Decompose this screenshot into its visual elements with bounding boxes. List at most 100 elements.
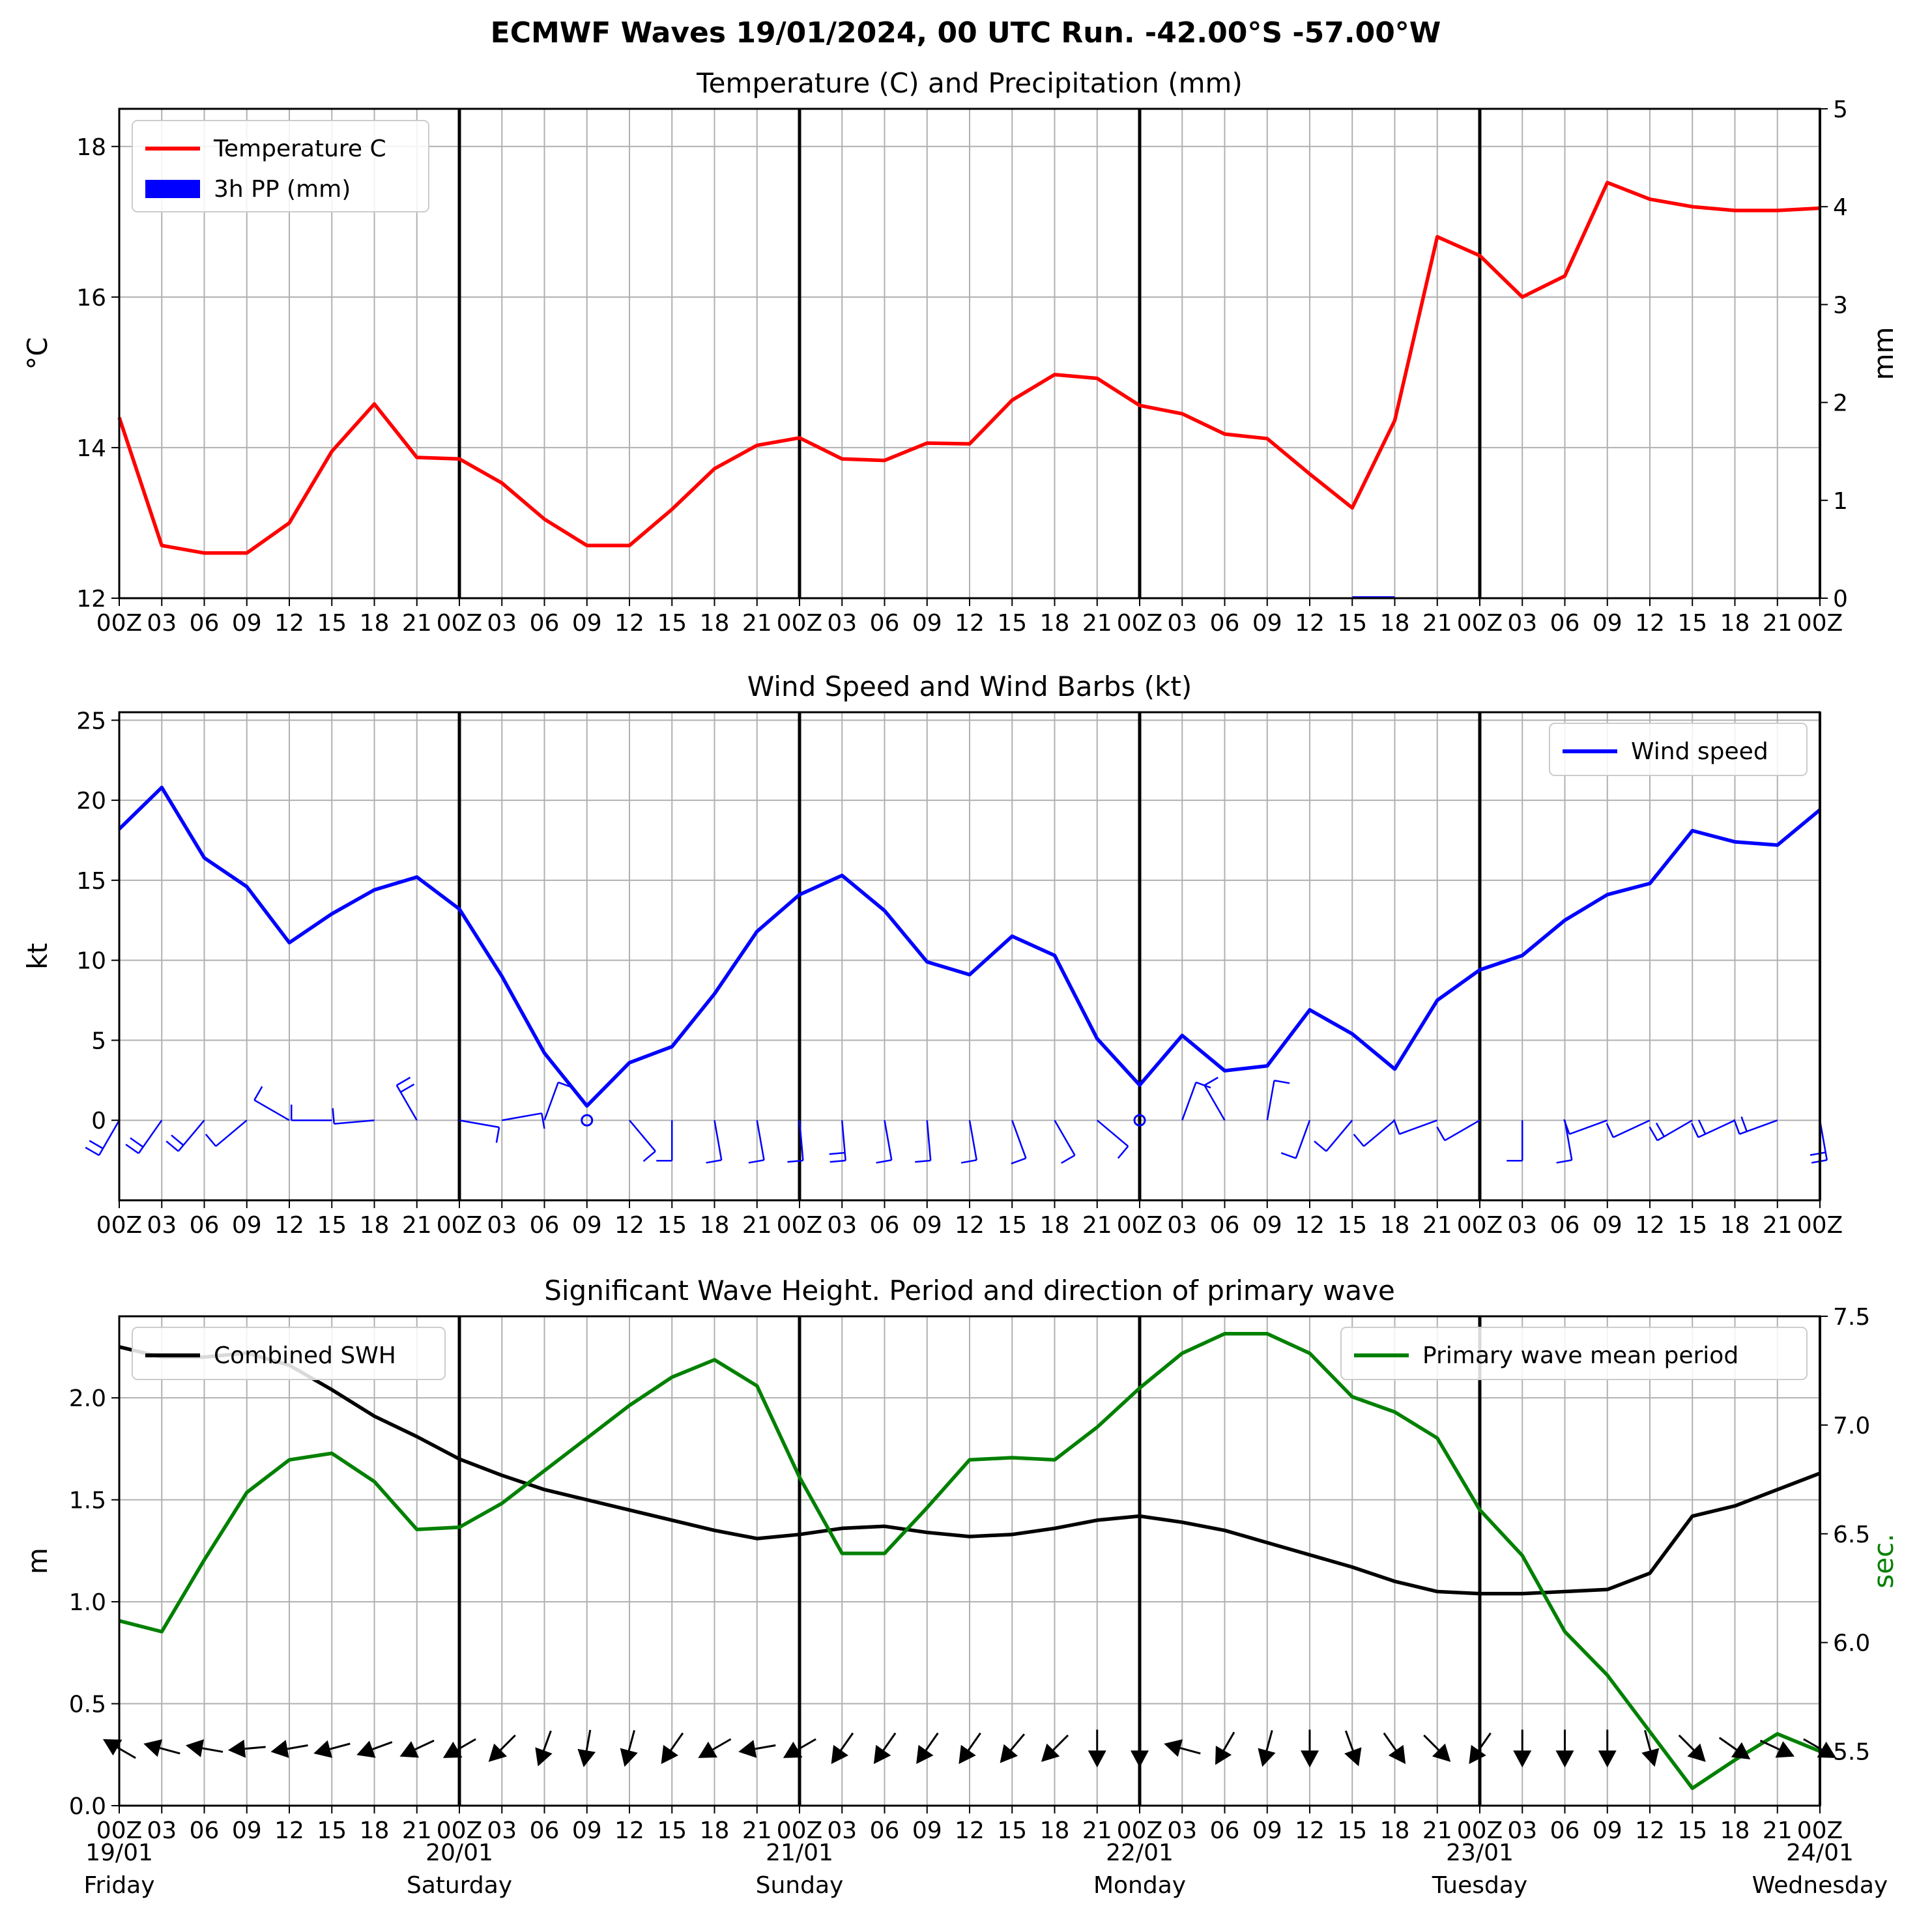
y2-axis-label: sec. <box>1867 1533 1899 1588</box>
wind-barb-flag <box>748 1159 764 1164</box>
x-tick-label: 06 <box>1550 610 1580 637</box>
wave-direction-arrow <box>143 1739 180 1757</box>
x-tick-label: 06 <box>530 610 560 637</box>
arrow-shaft <box>1010 1733 1026 1751</box>
day-label: 23/01 Tuesday <box>1432 1840 1527 1899</box>
wave-direction-arrow <box>1423 1734 1451 1762</box>
y2-tick-label: 0 <box>1833 586 1848 613</box>
wind-barb-staff <box>1266 1080 1275 1121</box>
arrow-shaft <box>840 1732 854 1751</box>
arrow-shaft <box>670 1732 684 1751</box>
arrow-head <box>102 1739 123 1756</box>
arrow-shaft <box>372 1741 393 1750</box>
wave-direction-arrow <box>1215 1731 1235 1765</box>
wind-barb <box>1280 1119 1311 1159</box>
arrow-shaft <box>159 1747 180 1755</box>
wave-direction-arrow <box>1598 1729 1617 1768</box>
legend-entry-label: Temperature C <box>213 136 386 162</box>
arrow-head <box>399 1740 419 1758</box>
wind-barb-flag <box>1314 1140 1327 1152</box>
arrow-shaft <box>202 1747 223 1753</box>
day-name-label: Monday <box>1093 1872 1186 1899</box>
wind-barb-flag <box>1011 1157 1026 1164</box>
arrow-shaft <box>925 1732 939 1751</box>
legend-entry-label: Wind speed <box>1631 738 1768 765</box>
wave-direction-arrow <box>1555 1729 1574 1768</box>
wind-barb <box>748 1119 765 1164</box>
legend-entry-label: Combined SWH <box>214 1342 396 1369</box>
wave-direction-arrow <box>1718 1737 1751 1760</box>
arrow-head <box>1469 1744 1486 1765</box>
wind-barb-flag <box>829 1151 845 1155</box>
x-tick-label: 21 <box>402 1212 432 1239</box>
x-tick-label: 06 <box>1210 610 1240 637</box>
arrow-head <box>959 1744 976 1765</box>
x-tick-label: 06 <box>530 1817 560 1844</box>
arrow-shaft <box>1803 1738 1823 1751</box>
wind-barb-staff <box>1613 1119 1651 1138</box>
wave-direction-arrow <box>1131 1729 1149 1768</box>
wind-speed-panel: Wind Speed and Wind Barbs (kt) 0 5 10 15 20 25… <box>22 671 1843 1239</box>
arrow-shaft <box>1344 1730 1354 1751</box>
x-tick-label: 00Z <box>96 1212 142 1239</box>
x-tick-label: 00Z <box>96 610 142 637</box>
series-line <box>119 1331 1821 1791</box>
arrow-shaft <box>1678 1734 1695 1751</box>
wind-barb-staff <box>1697 1119 1736 1138</box>
y-tick-label: 20 <box>76 788 106 815</box>
wave-direction-arrow <box>620 1729 638 1767</box>
arrow-head <box>1301 1750 1319 1768</box>
x-tick-label: 03 <box>147 1212 177 1239</box>
arrow-head <box>442 1741 463 1758</box>
wave-direction-arrow <box>1641 1729 1660 1767</box>
x-tick-label: 18 <box>1720 1212 1750 1239</box>
arrow-head <box>313 1740 332 1758</box>
x-tick-label: 12 <box>955 1817 985 1844</box>
wind-barb-flag <box>85 1146 100 1156</box>
legend: Combined SWH <box>132 1327 446 1380</box>
y-axis-label: m <box>22 1548 53 1574</box>
wind-barb-flag <box>166 1140 179 1152</box>
x-tick-label: 21 <box>1082 1817 1112 1844</box>
x-tick-label: 12 <box>614 610 644 637</box>
series-line <box>119 1345 1821 1596</box>
x-tick-label: 12 <box>1635 610 1665 637</box>
x-tick-label: 00Z <box>437 1817 482 1844</box>
y-tick-label: 5 <box>91 1028 106 1054</box>
wind-barb-flag <box>1556 1159 1572 1164</box>
wind-barb <box>629 1119 656 1163</box>
wave-direction-arrow <box>1759 1739 1795 1758</box>
wind-barb-staff <box>334 1119 375 1125</box>
wave-direction-arrow <box>1678 1734 1706 1762</box>
wind-barb <box>1096 1119 1129 1159</box>
y2-tick-label: 5.5 <box>1833 1739 1870 1766</box>
y2-tick-label: 6.5 <box>1833 1522 1870 1548</box>
x-tick-label: 18 <box>700 1817 730 1844</box>
series-line <box>118 785 1821 1108</box>
x-tick-label: 21 <box>1422 1817 1452 1844</box>
arrow-shaft <box>1478 1732 1492 1751</box>
wind-barb-staff <box>1181 1082 1197 1121</box>
x-tick-label: 12 <box>1295 1212 1325 1239</box>
x-tick-label: 15 <box>1337 1212 1367 1239</box>
wind-barb-staff <box>98 1119 121 1156</box>
x-tick-label: 03 <box>827 1817 857 1844</box>
wind-barb <box>1181 1081 1211 1121</box>
precipitation-bar <box>1352 596 1395 598</box>
legend: Temperature C 3h PP (mm) <box>132 120 429 212</box>
x-tick-label: 21 <box>1763 610 1793 637</box>
x-tick-label: 18 <box>1040 610 1070 637</box>
x-tick-label: 18 <box>1040 1212 1070 1239</box>
day-name-label: Friday <box>83 1872 154 1899</box>
wind-barb <box>915 1120 932 1163</box>
wind-barb <box>1266 1079 1290 1121</box>
wind-barb-flag <box>1274 1079 1290 1084</box>
x-tick-label: 12 <box>1295 610 1325 637</box>
x-tick-label: 09 <box>572 1817 602 1844</box>
x-tick-label: 09 <box>1252 610 1282 637</box>
wind-barb-staff <box>968 1119 977 1161</box>
wave-direction-arrow <box>399 1739 435 1758</box>
wind-barb-staff <box>1363 1119 1396 1148</box>
wind-barb <box>1691 1119 1736 1138</box>
